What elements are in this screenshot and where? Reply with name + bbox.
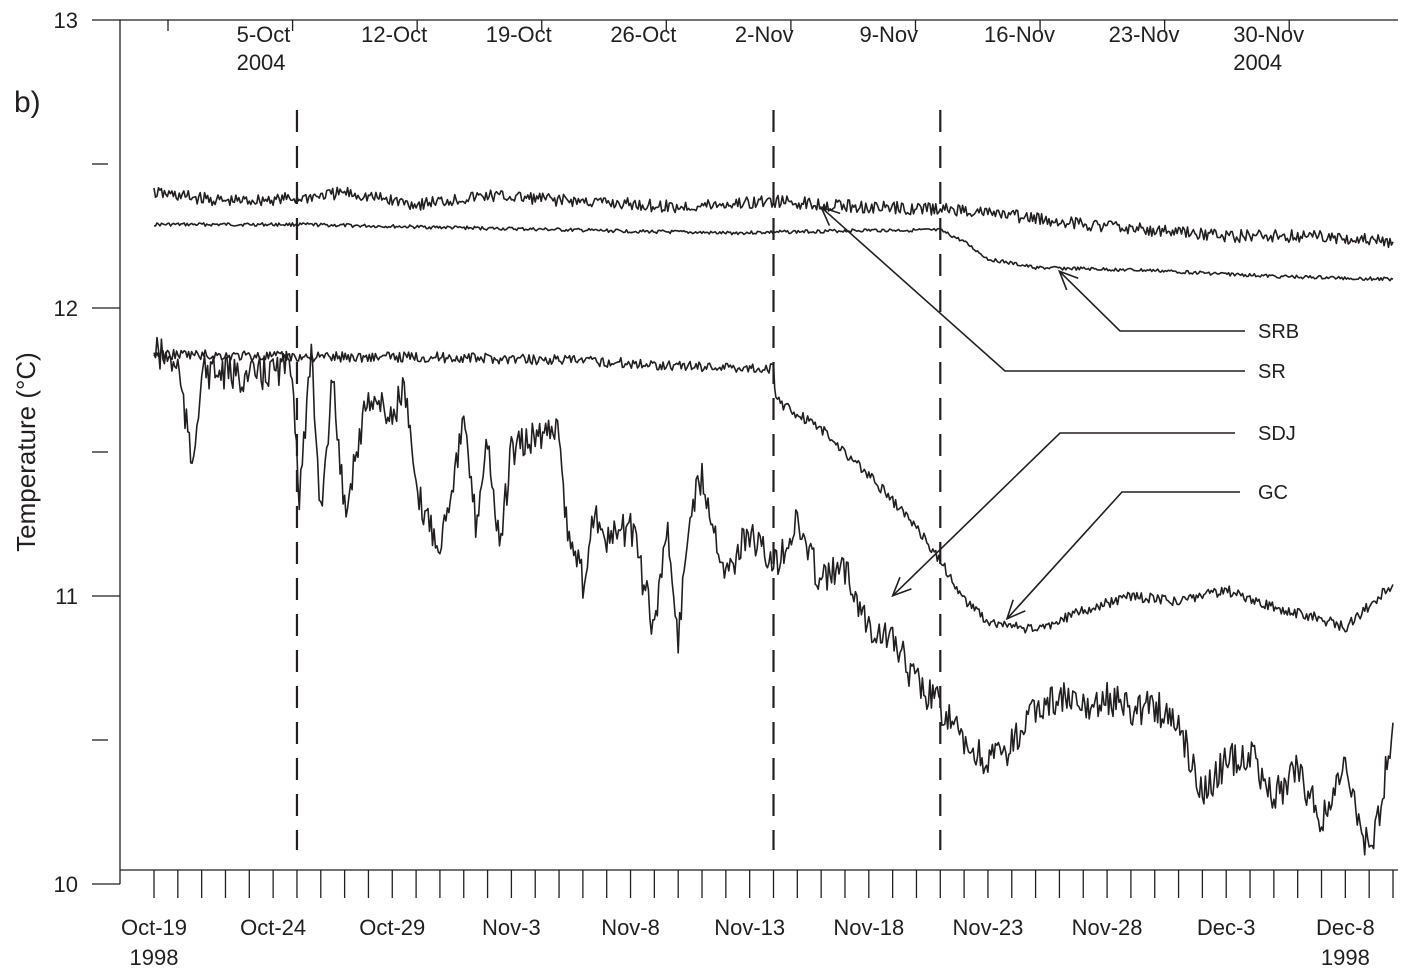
legend-leader-sdj [892, 432, 1235, 597]
event-lines [295, 110, 942, 850]
y-tick-label: 12 [54, 296, 78, 321]
x-bottom-tick-label: Oct-29 [359, 915, 425, 940]
legend-label-sr: SR [1258, 361, 1286, 383]
x-top-year-label: 2004 [237, 50, 286, 75]
x-top-tick-label: 9-Nov [859, 22, 918, 47]
legend-label-sdj: SDJ [1258, 423, 1296, 445]
x-bottom-axis: Oct-19 1998 Oct-24 Oct-29 Nov-3 Nov-8 Nov-13 No… [120, 869, 1398, 970]
x-bottom-tick-label: Dec-3 [1197, 915, 1256, 940]
legend-leader-srb [1058, 270, 1245, 332]
x-bottom-tick-label: Nov-23 [952, 915, 1023, 940]
x-bottom-year-label: 1998 [130, 945, 179, 970]
x-top-tick-label: 5-Oct [237, 22, 291, 47]
x-top-year-label: 2004 [1233, 50, 1282, 75]
x-top-tick-label: 12-Oct [361, 22, 427, 47]
x-top-axis: 5-Oct 2004 12-Oct 19-Oct 26-Oct 2-Nov 9-Nov 16-… [120, 19, 1398, 75]
x-bottom-tick-label: Dec-8 [1316, 915, 1375, 940]
x-bottom-tick-label: Nov-3 [482, 915, 541, 940]
series-line-srb [153, 222, 1394, 282]
x-bottom-tick-label: Nov-28 [1072, 915, 1143, 940]
legend-arrowhead-sr [819, 205, 841, 226]
legend: SRB SR SDJ GC [819, 205, 1299, 621]
x-top-tick-label: 30-Nov [1233, 22, 1304, 47]
legend-arrowhead-sdj [891, 576, 912, 598]
x-bottom-year-label: 1998 [1321, 945, 1370, 970]
y-tick-label: 10 [54, 872, 78, 897]
series-group [153, 186, 1394, 856]
y-axis-title: Temperature (°C) [11, 352, 41, 552]
x-top-tick-label: 23-Nov [1109, 22, 1180, 47]
x-top-tick-label: 2-Nov [735, 22, 794, 47]
x-bottom-tick-label: Oct-19 [121, 915, 187, 940]
x-bottom-tick-label: Nov-8 [601, 915, 660, 940]
y-tick-label: 11 [55, 584, 78, 609]
panel-label: b) [14, 86, 41, 119]
legend-label-srb: SRB [1258, 321, 1299, 343]
y-axis: 10 11 12 13 Temperature (°C) [11, 8, 121, 897]
x-top-tick-label: 16-Nov [984, 22, 1055, 47]
x-bottom-tick-label: Oct-24 [240, 915, 306, 940]
legend-leader-sr [820, 206, 1245, 372]
series-line-gc [153, 336, 1394, 856]
legend-label-gc: GC [1258, 482, 1288, 504]
x-top-tick-label: 26-Oct [610, 22, 676, 47]
y-tick-label: 13 [54, 8, 78, 33]
legend-leader-gc [1006, 491, 1240, 620]
series-line-sdj [153, 348, 1394, 634]
series-line-sr [153, 186, 1394, 249]
x-bottom-tick-label: Nov-18 [833, 915, 904, 940]
legend-arrowhead-gc [1005, 599, 1026, 621]
x-bottom-tick-label: Nov-13 [714, 915, 785, 940]
legend-arrowhead-srb [1058, 269, 1079, 291]
x-top-tick-label: 19-Oct [486, 22, 552, 47]
